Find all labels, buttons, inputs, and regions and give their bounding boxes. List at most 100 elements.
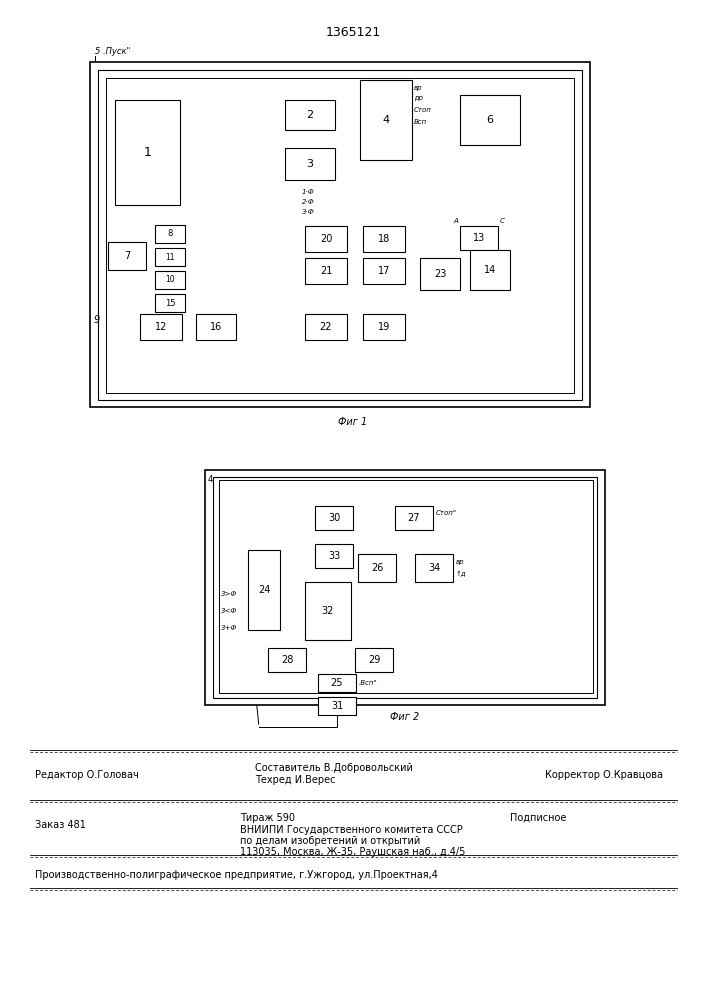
Text: 19: 19 — [378, 322, 390, 332]
Bar — [213, 477, 597, 698]
Text: 9: 9 — [94, 315, 100, 325]
Text: Подписное: Подписное — [510, 813, 566, 823]
Bar — [285, 100, 335, 130]
Text: Стоп: Стоп — [414, 107, 432, 113]
Text: 7: 7 — [124, 251, 130, 261]
Text: 25: 25 — [331, 678, 344, 688]
Bar — [268, 648, 306, 672]
Text: 4: 4 — [208, 475, 214, 484]
Text: 32: 32 — [322, 606, 334, 616]
Text: 17: 17 — [378, 266, 390, 276]
Text: Корректор О.Кравцова: Корректор О.Кравцова — [545, 770, 663, 780]
Bar — [155, 271, 185, 289]
Text: Всп: Всп — [414, 119, 427, 125]
Text: 12: 12 — [155, 322, 167, 332]
Text: вр: вр — [414, 85, 423, 91]
Text: 1: 1 — [144, 146, 151, 159]
Text: А: А — [453, 218, 458, 224]
Text: 23: 23 — [434, 269, 446, 279]
Bar — [355, 648, 393, 672]
Text: 3·Ф: 3·Ф — [302, 209, 315, 215]
Text: по делам изобретений и открытий: по делам изобретений и открытий — [240, 836, 420, 846]
Text: 13: 13 — [473, 233, 485, 243]
Text: рр: рр — [414, 95, 423, 101]
Text: 29: 29 — [368, 655, 380, 665]
Text: 15: 15 — [165, 298, 175, 308]
Bar — [305, 226, 347, 252]
Text: 18: 18 — [378, 234, 390, 244]
Text: 113035, Москва, Ж-35, Раушская наб., д.4/5: 113035, Москва, Ж-35, Раушская наб., д.4… — [240, 847, 465, 857]
Text: Составитель В.Добровольский: Составитель В.Добровольский — [255, 763, 413, 773]
Bar — [115, 100, 180, 205]
Text: .Всп": .Всп" — [359, 680, 378, 686]
Text: 6: 6 — [486, 115, 493, 125]
Bar — [305, 314, 347, 340]
Text: 24: 24 — [258, 585, 270, 595]
Bar — [470, 250, 510, 290]
Bar — [363, 226, 405, 252]
Bar — [358, 554, 396, 582]
Text: 2: 2 — [306, 110, 314, 120]
Text: 2·Ф: 2·Ф — [302, 199, 315, 205]
Bar — [305, 258, 347, 284]
Bar — [315, 506, 353, 530]
Text: 26: 26 — [370, 563, 383, 573]
Text: 10: 10 — [165, 275, 175, 284]
Text: ВНИИПИ Государственного комитета СССР: ВНИИПИ Государственного комитета СССР — [240, 825, 463, 835]
Bar — [360, 80, 412, 160]
Text: 30: 30 — [328, 513, 340, 523]
Bar — [248, 550, 280, 630]
Text: 3+Ф: 3+Ф — [221, 625, 238, 631]
Text: Фиг 1: Фиг 1 — [339, 417, 368, 427]
Text: 8: 8 — [168, 230, 173, 238]
Bar — [196, 314, 236, 340]
Bar — [305, 582, 351, 640]
Text: 1·Ф: 1·Ф — [302, 189, 315, 195]
Bar — [140, 314, 182, 340]
Bar — [395, 506, 433, 530]
Text: 3<Ф: 3<Ф — [221, 608, 238, 614]
Text: Тираж 590: Тираж 590 — [240, 813, 295, 823]
Text: 16: 16 — [210, 322, 222, 332]
Bar — [155, 248, 185, 266]
Bar — [90, 62, 590, 407]
Text: 21: 21 — [320, 266, 332, 276]
Bar — [106, 78, 574, 393]
Text: 3>Ф: 3>Ф — [221, 591, 238, 597]
Bar — [285, 148, 335, 180]
Text: 11: 11 — [165, 252, 175, 261]
Bar — [460, 226, 498, 250]
Bar — [98, 70, 582, 400]
Text: 20: 20 — [320, 234, 332, 244]
Text: 1365121: 1365121 — [325, 25, 380, 38]
Bar — [363, 314, 405, 340]
Text: Заказ 481: Заказ 481 — [35, 820, 86, 830]
Text: Техред И.Верес: Техред И.Верес — [255, 775, 336, 785]
Bar — [155, 225, 185, 243]
Bar — [318, 674, 356, 692]
Bar — [420, 258, 460, 290]
Text: 31: 31 — [331, 701, 343, 711]
Text: 33: 33 — [328, 551, 340, 561]
Bar — [415, 554, 453, 582]
Bar — [315, 544, 353, 568]
Text: 5 .Пуск": 5 .Пуск" — [95, 47, 130, 56]
Text: 28: 28 — [281, 655, 293, 665]
Text: 34: 34 — [428, 563, 440, 573]
Bar — [318, 697, 356, 715]
Bar — [108, 242, 146, 270]
Bar — [363, 258, 405, 284]
Text: Стоп": Стоп" — [436, 510, 457, 516]
Text: 27: 27 — [408, 513, 420, 523]
Text: Фиг 2: Фиг 2 — [390, 712, 420, 722]
Text: Производственно-полиграфическое предприятие, г.Ужгород, ул.Проектная,4: Производственно-полиграфическое предприя… — [35, 870, 438, 880]
Text: Редактор О.Головач: Редактор О.Головач — [35, 770, 139, 780]
Text: 14: 14 — [484, 265, 496, 275]
Bar — [219, 480, 593, 693]
Bar — [155, 294, 185, 312]
Text: ↑д: ↑д — [456, 571, 467, 577]
Text: вр: вр — [456, 559, 464, 565]
Bar — [205, 470, 605, 705]
Bar — [460, 95, 520, 145]
Text: С: С — [500, 218, 505, 224]
